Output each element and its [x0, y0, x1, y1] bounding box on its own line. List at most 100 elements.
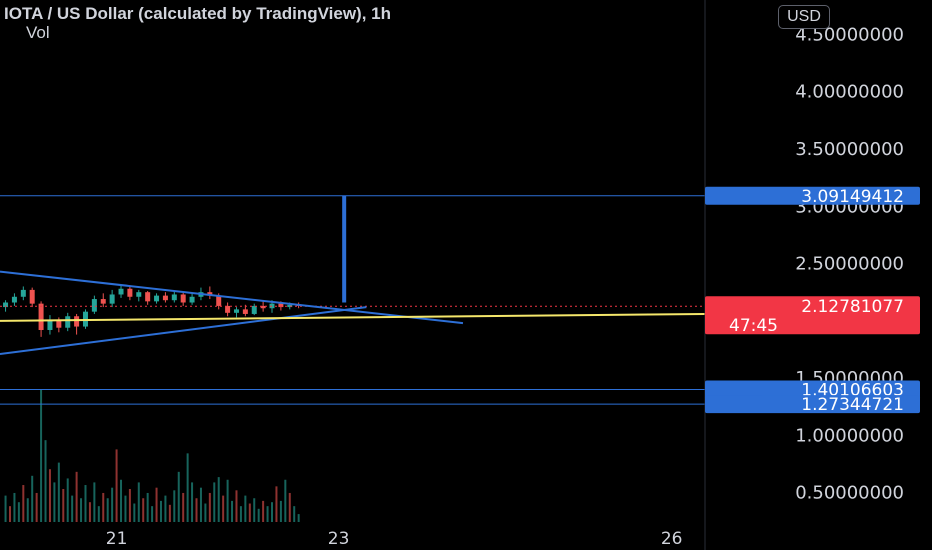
volume-bar — [271, 502, 274, 522]
volume-bar — [44, 440, 47, 522]
level-price-tag — [705, 395, 920, 414]
volume-bar — [133, 503, 136, 522]
volume-bar — [293, 506, 296, 522]
candle-body — [233, 309, 239, 313]
current-price-tag — [705, 296, 920, 335]
volume-bar — [17, 502, 20, 522]
candle-body — [287, 304, 293, 308]
candle-body — [225, 305, 231, 313]
candle-countdown-text: 47:45 — [729, 316, 778, 336]
volume-bar — [284, 479, 287, 522]
volume-bar — [191, 482, 194, 522]
volume-bar — [226, 479, 229, 522]
candle-body — [189, 296, 195, 303]
volume-bar — [102, 492, 105, 522]
volume-bar — [66, 478, 69, 522]
candle-body — [56, 320, 62, 328]
volume-bar — [48, 469, 51, 522]
candle-body — [251, 305, 257, 314]
candle-body — [47, 320, 53, 330]
volume-bar — [217, 477, 220, 522]
volume-bar — [173, 490, 176, 522]
triangle-upper-trendline[interactable] — [0, 270, 464, 325]
candle-body — [216, 295, 222, 306]
volume-bar — [142, 498, 145, 522]
candle-body — [180, 294, 186, 303]
currency-button[interactable]: USD — [778, 5, 830, 29]
volume-bar — [208, 492, 211, 522]
volume-bar — [40, 390, 43, 522]
candle-body — [269, 303, 275, 309]
candle-body — [65, 316, 71, 328]
volume-bar — [88, 502, 91, 522]
volume-bar — [235, 490, 238, 522]
volume-bar — [53, 482, 56, 522]
volume-bar — [106, 498, 109, 522]
volume-bar — [244, 495, 247, 522]
volume-bar — [253, 498, 256, 522]
volume-legend[interactable]: Vol — [26, 23, 50, 42]
candle-body — [127, 288, 133, 297]
volume-bar — [231, 500, 234, 522]
volume-bar — [93, 482, 96, 522]
volume-bar — [146, 492, 149, 522]
volume-bar — [151, 506, 154, 522]
volume-bar — [297, 514, 300, 522]
candle-body — [207, 292, 213, 296]
candle-body — [3, 302, 9, 308]
price-axis-tick: 2.50000000 — [795, 254, 904, 275]
volume-bar — [57, 462, 60, 522]
volume-bar — [168, 504, 171, 522]
candle-body — [74, 316, 80, 327]
volume-bar — [71, 495, 74, 522]
price-axis-tick: 4.00000000 — [795, 82, 904, 103]
volume-bar — [115, 449, 118, 522]
candle-body — [154, 295, 160, 302]
candle-body — [260, 305, 266, 309]
candle-body — [278, 303, 284, 308]
triangle-lower-trendline[interactable] — [0, 306, 367, 356]
candle-body — [242, 309, 248, 314]
volume-bar — [137, 482, 140, 522]
volume-bar — [31, 475, 34, 522]
volume-bar — [75, 471, 78, 522]
volume-bar — [275, 486, 278, 522]
time-axis-tick: 21 — [106, 529, 128, 549]
candle-body — [109, 294, 115, 304]
volume-bar — [186, 453, 189, 522]
price-axis[interactable]: 0.500000001.000000001.500000002.00000000… — [795, 24, 904, 503]
volume-bar — [8, 506, 11, 522]
drawings[interactable] — [0, 195, 706, 405]
level-price-tag-text: 1.27344721 — [801, 395, 904, 415]
volume-bar — [62, 489, 65, 522]
projection-bar[interactable] — [342, 195, 347, 303]
candle-body — [145, 292, 151, 302]
volume-bar — [248, 503, 251, 522]
volume-bar — [120, 479, 123, 522]
volume-bar — [164, 495, 167, 522]
price-axis-tick: 0.50000000 — [795, 483, 904, 504]
volume-bar — [22, 485, 25, 522]
volume-bar — [204, 503, 207, 522]
volume-bar — [35, 492, 38, 522]
volume-bar — [155, 487, 158, 522]
volume-bar — [13, 492, 16, 522]
candle-body — [118, 288, 124, 295]
yellow-line-trendline[interactable] — [0, 312, 706, 322]
volume-bar — [288, 492, 291, 522]
price-axis-tick: 4.50000000 — [795, 24, 904, 45]
candle-body — [171, 294, 177, 301]
volume-bar — [257, 508, 260, 522]
volume-bar — [111, 487, 114, 522]
volume-bar — [4, 495, 7, 522]
time-axis[interactable]: 21 23 26 — [106, 529, 683, 549]
time-axis-tick: 26 — [661, 529, 683, 549]
current-price-text: 2.12781077 — [801, 297, 904, 317]
price-axis-tick: 3.50000000 — [795, 139, 904, 160]
symbol-title[interactable]: IOTA / US Dollar (calculated by TradingV… — [4, 4, 391, 23]
volume-bar — [266, 506, 269, 522]
price-tags: 3.091494121.401066031.273447212.12781077… — [705, 186, 920, 415]
volume-bar — [222, 495, 225, 522]
